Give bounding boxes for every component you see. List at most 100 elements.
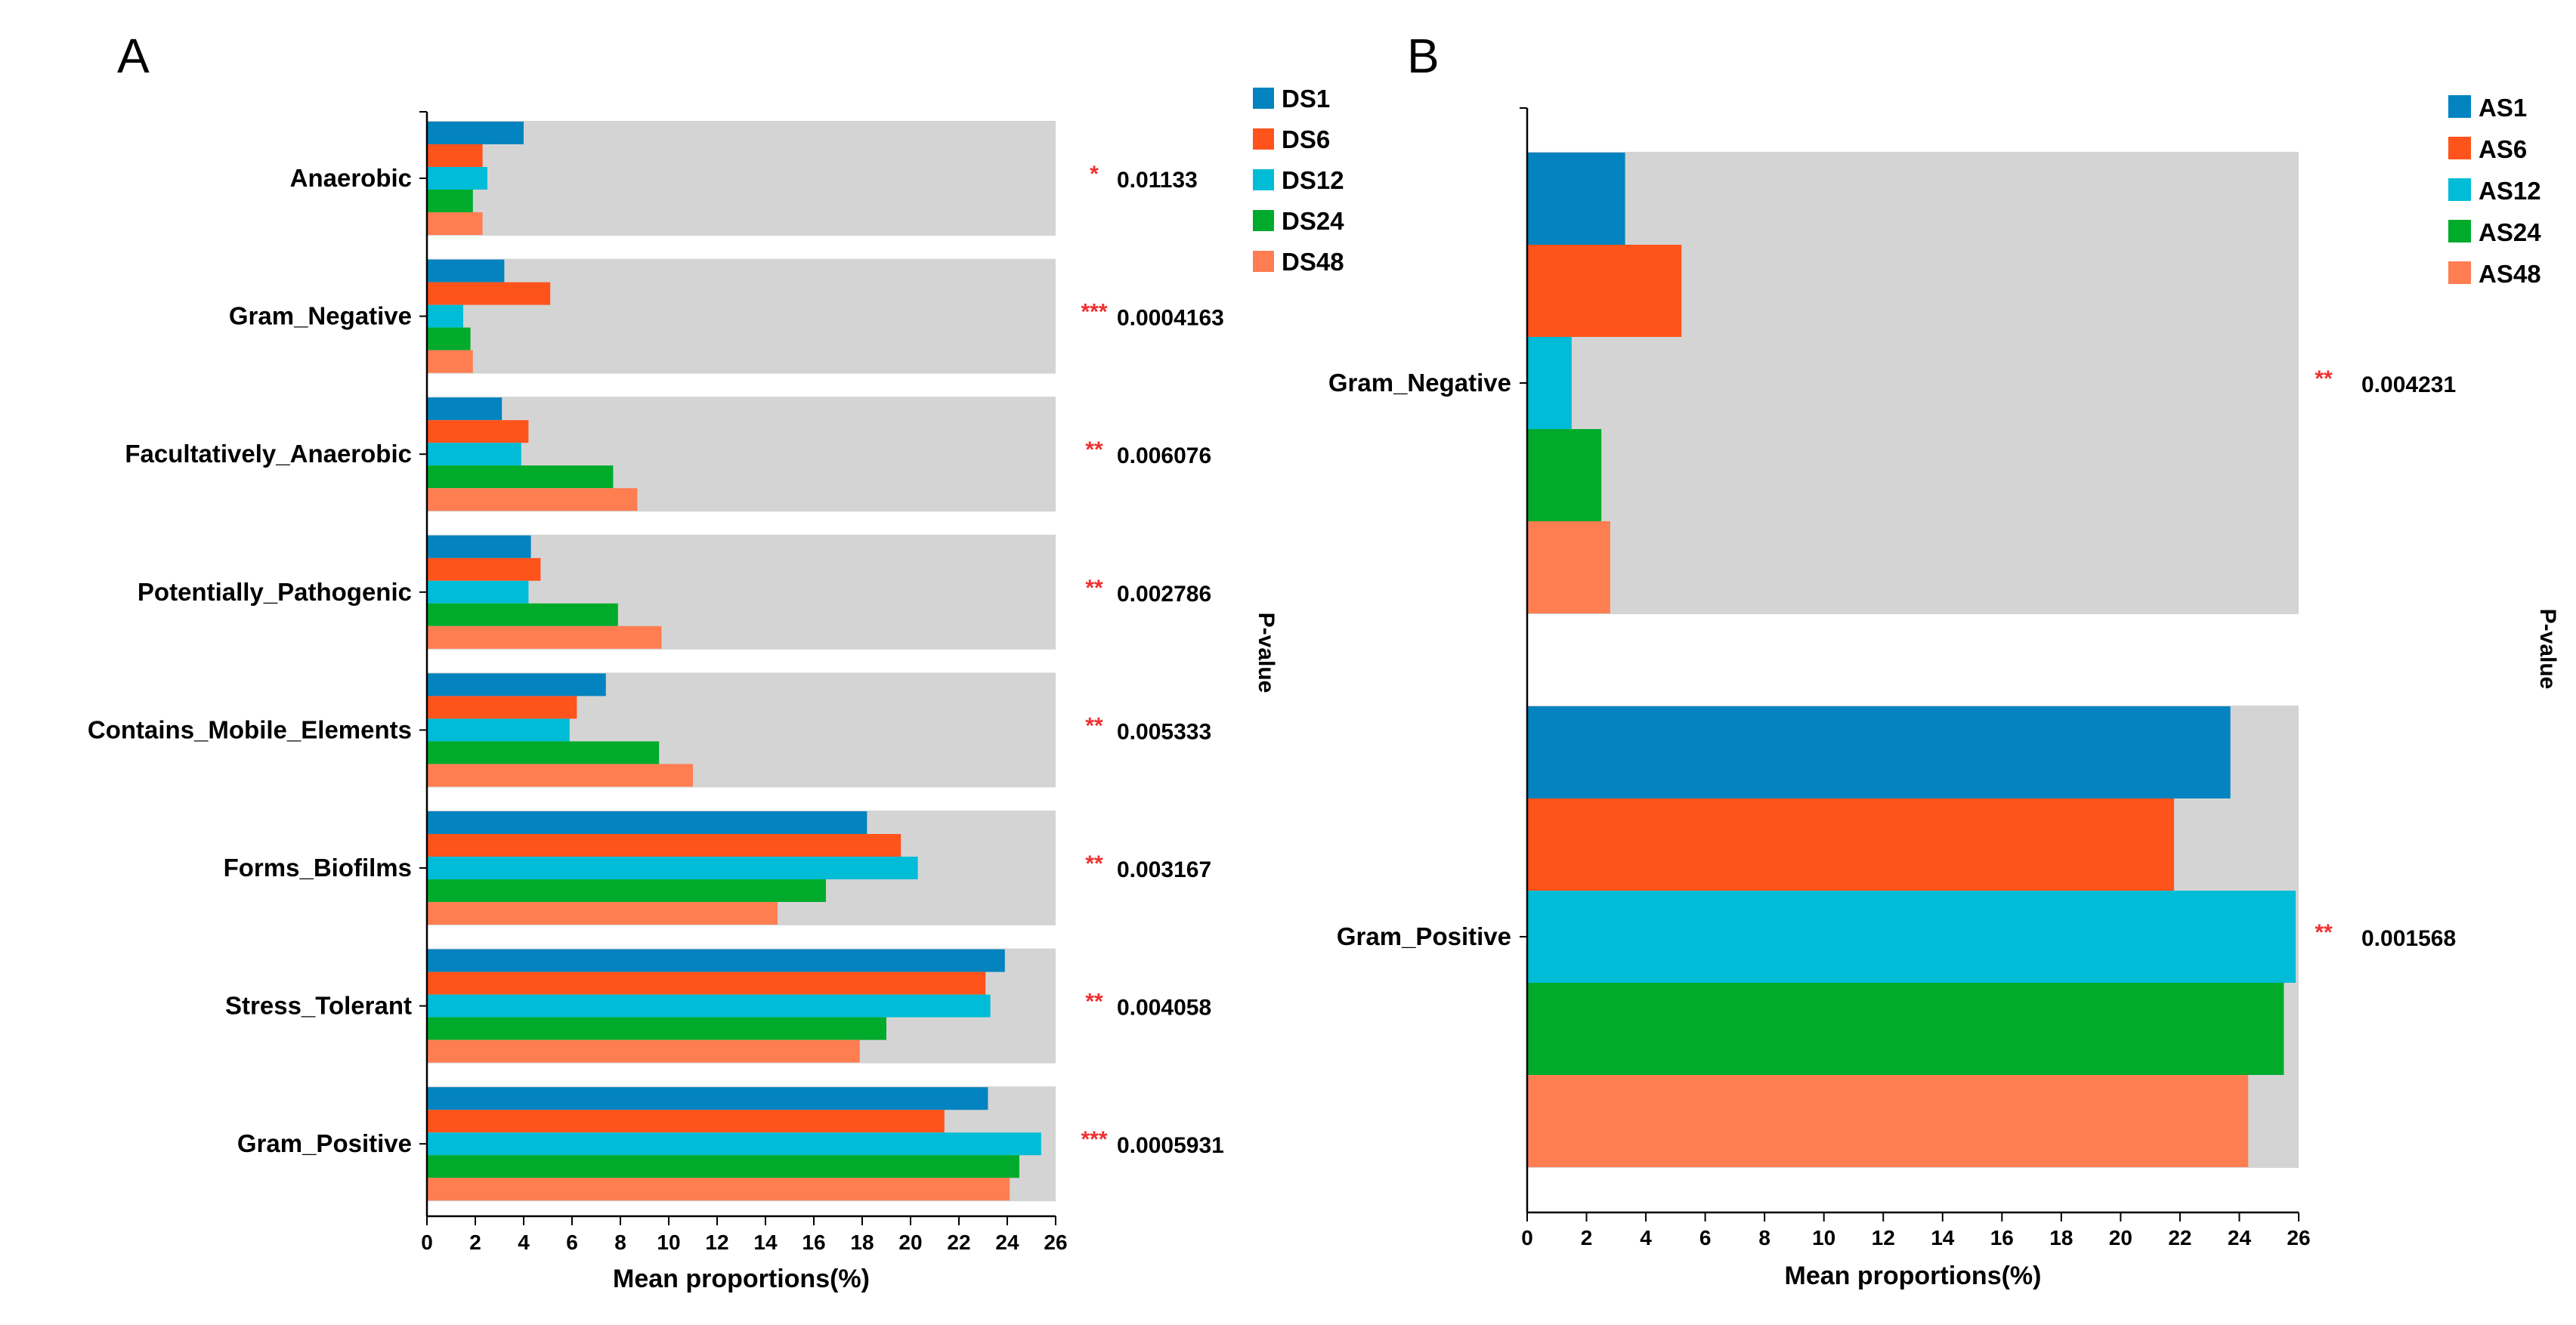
bar <box>427 879 826 902</box>
x-tick-label: 20 <box>898 1231 922 1254</box>
bar <box>427 167 487 190</box>
x-tick-label: 0 <box>421 1231 433 1254</box>
x-tick-label: 2 <box>1581 1226 1593 1249</box>
x-tick-label: 4 <box>518 1231 530 1254</box>
x-tick-label: 4 <box>1640 1226 1652 1249</box>
bar <box>427 902 778 925</box>
bar <box>427 811 867 834</box>
legend-swatch <box>1253 128 1274 150</box>
bar <box>427 122 524 144</box>
significance-stars: * <box>1090 162 1099 187</box>
legend-swatch <box>1253 88 1274 109</box>
x-tick-label: 6 <box>566 1231 578 1254</box>
category-label: Facultatively_Anaerobic <box>125 440 412 468</box>
x-tick-label: 26 <box>2287 1226 2310 1249</box>
x-tick-label: 18 <box>2049 1226 2073 1249</box>
x-tick-label: 14 <box>1931 1226 1955 1249</box>
x-tick-label: 26 <box>1044 1231 1067 1254</box>
legend-label: AS1 <box>2479 94 2527 122</box>
bar <box>427 144 483 167</box>
significance-stars: ** <box>2315 920 2333 945</box>
x-tick-label: 24 <box>2228 1226 2252 1249</box>
legend-swatch <box>1253 210 1274 231</box>
bar <box>427 420 529 443</box>
x-tick-label: 8 <box>614 1231 626 1254</box>
p-value-label: 0.006076 <box>1117 443 1211 468</box>
panel-letter: A <box>117 29 150 83</box>
bar <box>427 834 901 857</box>
x-tick-label: 12 <box>705 1231 728 1254</box>
x-tick-label: 18 <box>850 1231 874 1254</box>
bar <box>427 465 614 489</box>
x-tick-label: 20 <box>2109 1226 2132 1249</box>
background-band <box>1527 152 2299 614</box>
p-value-label: 0.003167 <box>1117 857 1211 882</box>
bar <box>427 1155 1019 1178</box>
legend-label: AS24 <box>2479 218 2541 246</box>
bar <box>427 397 503 421</box>
p-value-label: 0.0004163 <box>1117 306 1224 331</box>
category-label: Stress_Tolerant <box>225 992 412 1020</box>
bar <box>427 718 570 742</box>
background-band <box>427 121 1056 236</box>
legend-label: DS24 <box>1282 207 1344 235</box>
significance-stars: ** <box>1085 713 1103 738</box>
bar <box>1527 521 1610 613</box>
bar <box>427 673 606 696</box>
x-tick-label: 10 <box>1812 1226 1835 1249</box>
p-value-label: 0.0005931 <box>1117 1133 1224 1158</box>
p-value-axis-title: P-value <box>2535 609 2560 690</box>
bar <box>427 696 577 719</box>
bar <box>427 603 618 626</box>
bar <box>427 741 660 764</box>
p-value-label: 0.004058 <box>1117 996 1211 1021</box>
bar <box>1527 1075 2249 1167</box>
significance-stars: *** <box>1081 300 1107 325</box>
legend-label: AS12 <box>2479 177 2541 205</box>
legend-swatch <box>1253 251 1274 272</box>
x-tick-label: 16 <box>802 1231 825 1254</box>
bar <box>427 949 1005 972</box>
legend-swatch <box>1253 169 1274 190</box>
legend-label: AS48 <box>2479 260 2541 288</box>
p-value-label: 0.004231 <box>2361 372 2456 397</box>
x-tick-label: 16 <box>1990 1226 2014 1249</box>
bar <box>1527 706 2231 798</box>
x-tick-label: 22 <box>2168 1226 2191 1249</box>
bar <box>1527 429 1602 521</box>
legend-label: DS12 <box>1282 166 1344 194</box>
significance-stars: ** <box>1085 851 1103 876</box>
legend-label: AS6 <box>2479 135 2527 163</box>
category-label: Gram_Positive <box>237 1129 412 1157</box>
p-value-label: 0.001568 <box>2361 926 2456 951</box>
category-label: Gram_Positive <box>1337 922 1511 950</box>
bar <box>427 764 693 787</box>
category-label: Forms_Biofilms <box>224 854 412 882</box>
x-axis-title: Mean proportions(%) <box>1785 1262 2042 1290</box>
bar <box>427 350 473 373</box>
background-band <box>427 258 1056 374</box>
p-value-label: 0.005333 <box>1117 719 1211 744</box>
bar <box>427 1132 1041 1156</box>
category-label: Contains_Mobile_Elements <box>88 715 412 743</box>
x-tick-label: 0 <box>1521 1226 1533 1249</box>
bar <box>427 212 483 235</box>
bar <box>427 259 505 283</box>
legend-swatch <box>2448 220 2471 242</box>
bar <box>1527 153 1625 245</box>
significance-stars: ** <box>2315 366 2333 391</box>
bar <box>427 1017 886 1040</box>
significance-stars: ** <box>1085 990 1103 1015</box>
x-tick-label: 6 <box>1699 1226 1712 1249</box>
bar <box>1527 983 2284 1075</box>
x-axis-title: Mean proportions(%) <box>613 1265 870 1293</box>
p-value-label: 0.01133 <box>1117 168 1198 193</box>
x-tick-label: 10 <box>657 1231 680 1254</box>
bar <box>427 971 986 995</box>
x-tick-label: 8 <box>1758 1226 1770 1249</box>
bar <box>427 1178 1010 1201</box>
category-label: Gram_Negative <box>1328 369 1511 397</box>
bar <box>427 557 541 581</box>
bar <box>427 282 551 305</box>
